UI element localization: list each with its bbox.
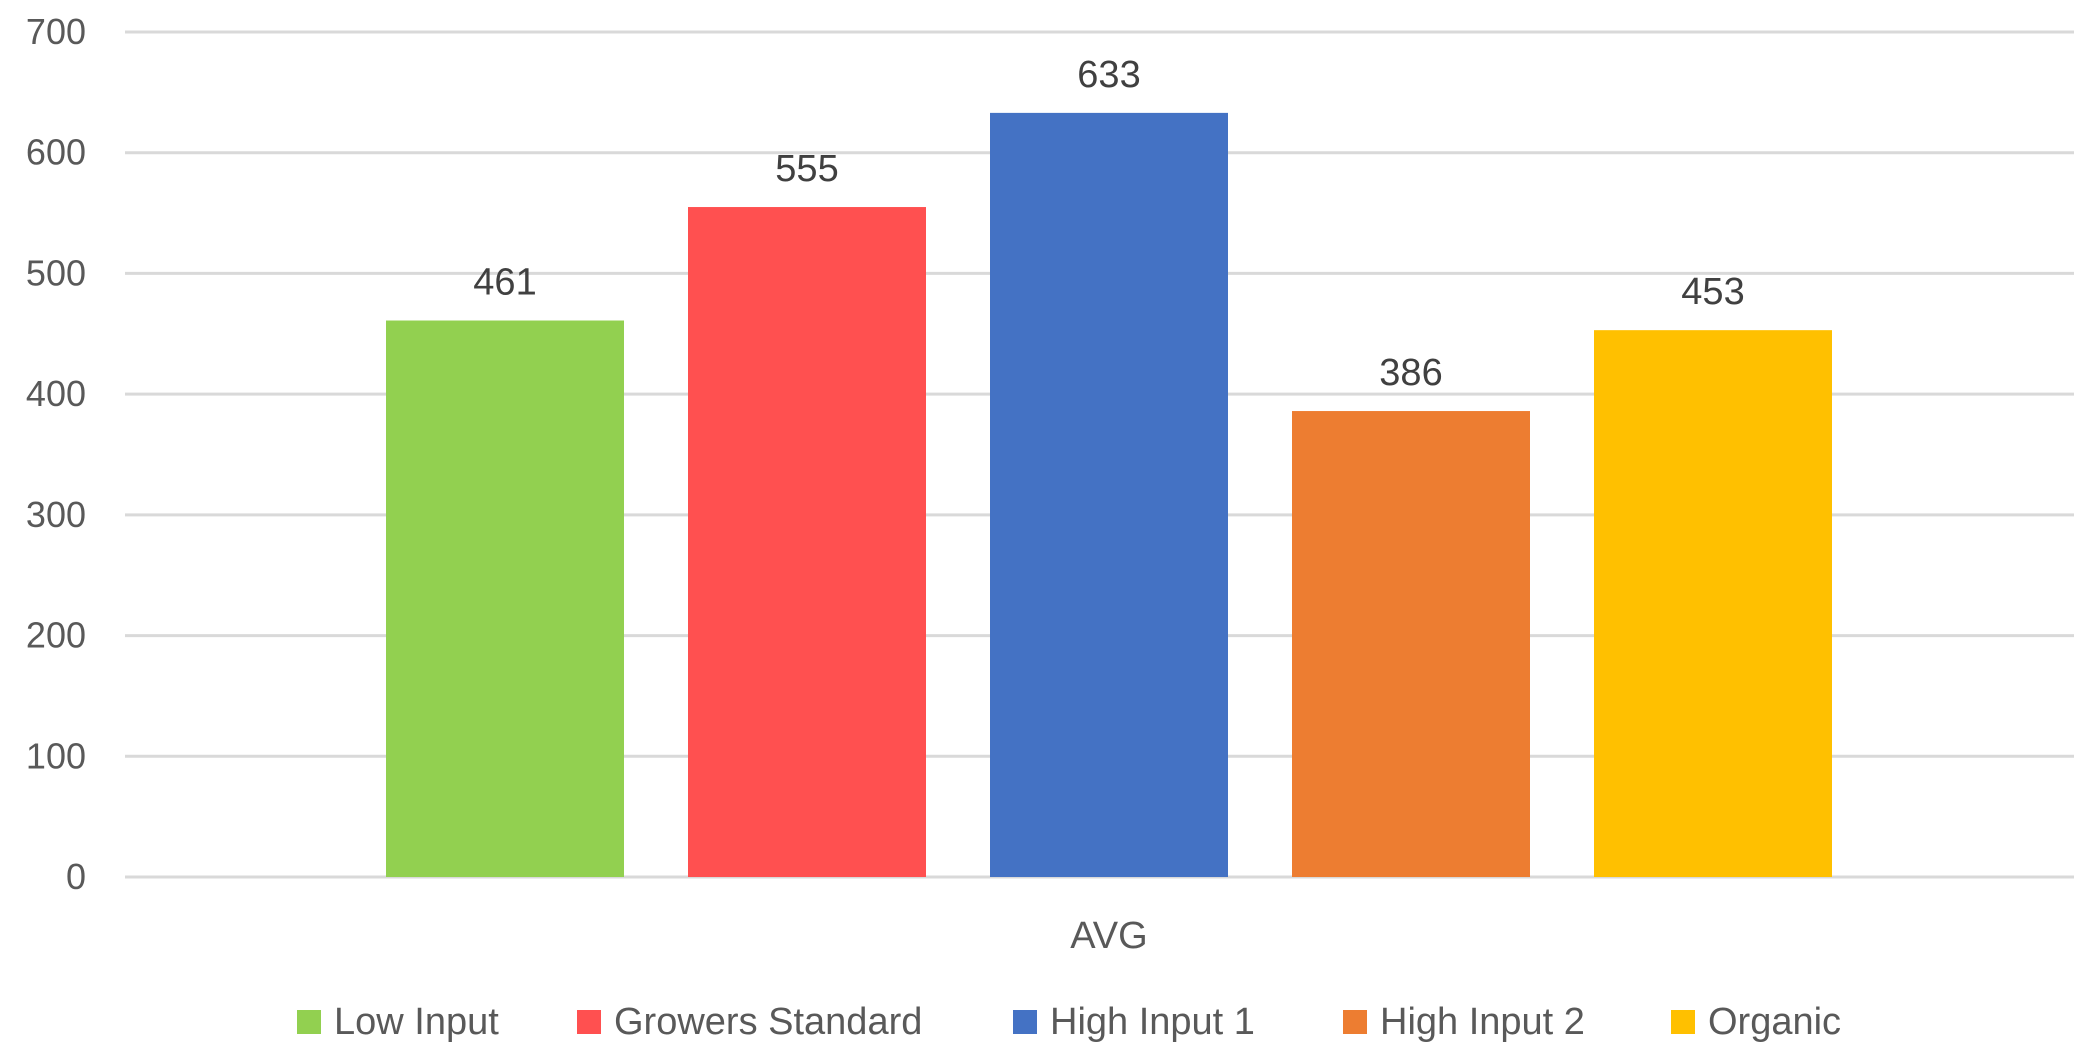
legend-swatch: [297, 1010, 321, 1034]
bar-low-input: [386, 320, 624, 877]
x-category-label: AVG: [1070, 915, 1147, 957]
legend-swatch: [1671, 1010, 1695, 1034]
y-axis-tick-labels: 0 100 200 300 400 500 600 700: [26, 11, 86, 897]
legend: Low Input Growers Standard High Input 1 Hig…: [297, 1001, 1841, 1043]
data-label: 555: [775, 148, 838, 190]
y-tick-label: 600: [26, 132, 86, 173]
data-label: 386: [1379, 352, 1442, 394]
legend-swatch: [1343, 1010, 1367, 1034]
legend-label: High Input 2: [1380, 1001, 1585, 1043]
y-tick-label: 500: [26, 252, 86, 293]
data-label: 633: [1077, 54, 1140, 96]
bar-high-input-2: [1292, 411, 1530, 877]
legend-label: Low Input: [334, 1001, 499, 1043]
legend-label: Organic: [1708, 1001, 1841, 1043]
y-tick-label: 400: [26, 373, 86, 414]
y-tick-label: 300: [26, 494, 86, 535]
bar-organic: [1594, 330, 1832, 877]
data-label: 453: [1681, 271, 1744, 313]
bar-growers-standard: [688, 207, 926, 878]
legend-item-growers-standard: Growers Standard: [577, 1001, 922, 1043]
legend-item-high-input-2: High Input 2: [1343, 1001, 1585, 1043]
data-label: 461: [473, 262, 536, 304]
legend-swatch: [577, 1010, 601, 1034]
y-tick-label: 0: [66, 856, 86, 897]
legend-item-organic: Organic: [1671, 1001, 1841, 1043]
legend-label: Growers Standard: [614, 1001, 922, 1043]
legend-item-low-input: Low Input: [297, 1001, 499, 1043]
legend-label: High Input 1: [1050, 1001, 1255, 1043]
y-tick-label: 200: [26, 615, 86, 656]
legend-item-high-input-1: High Input 1: [1013, 1001, 1255, 1043]
bars: [386, 112, 1832, 878]
y-tick-label: 700: [26, 11, 86, 52]
bar-high-input-1: [990, 112, 1228, 878]
x-axis-category-labels: AVG: [1070, 915, 1147, 957]
data-labels: 461 555 633 386 453: [473, 54, 1744, 394]
legend-swatch: [1013, 1010, 1037, 1034]
y-tick-label: 100: [26, 735, 86, 776]
